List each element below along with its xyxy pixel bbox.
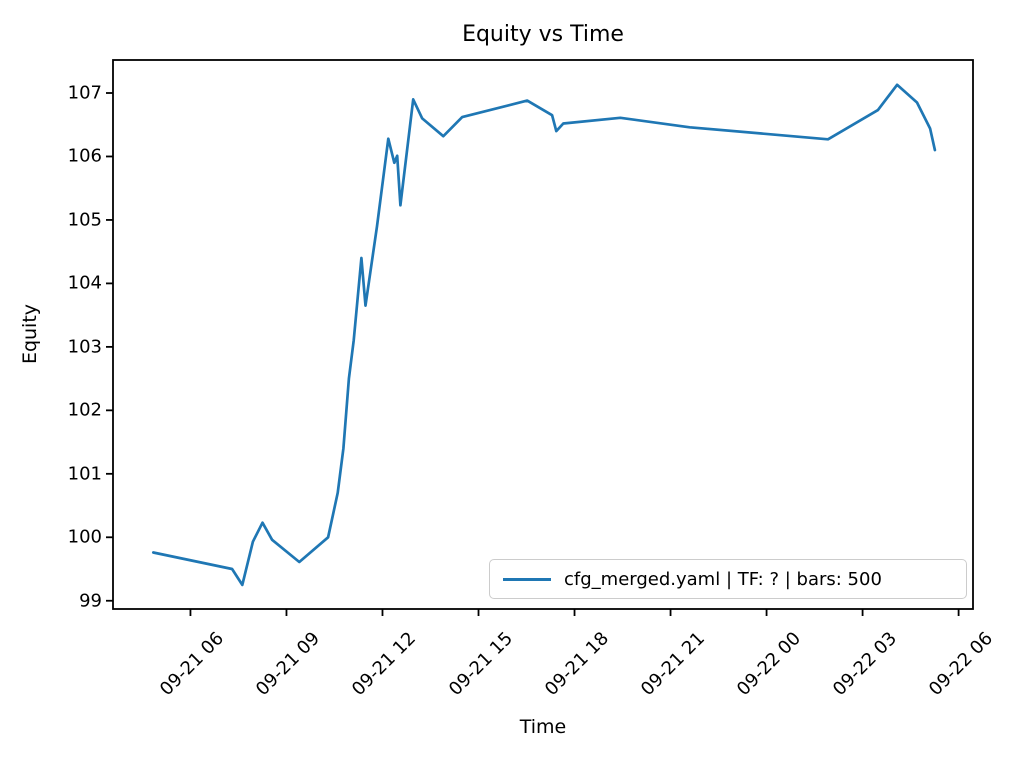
legend-line-sample-icon	[503, 577, 551, 581]
legend-label: cfg_merged.yaml | TF: ? | bars: 500	[564, 568, 882, 590]
chart-title: Equity vs Time	[462, 22, 624, 47]
y-tick-label: 101	[67, 463, 102, 485]
y-tick-label: 102	[67, 399, 102, 421]
y-tick-label: 103	[67, 336, 102, 358]
y-tick-label: 107	[67, 82, 102, 104]
y-tick-label: 100	[67, 526, 102, 548]
legend: cfg_merged.yaml | TF: ? | bars: 500	[489, 559, 967, 599]
x-axis-label: Time	[519, 716, 567, 738]
y-tick-label: 106	[67, 145, 102, 167]
y-tick-label: 104	[67, 272, 102, 294]
y-tick-label: 105	[67, 209, 102, 231]
axes-spines	[112, 59, 974, 610]
y-tick-label: 99	[79, 590, 102, 612]
equity-line	[151, 83, 937, 587]
